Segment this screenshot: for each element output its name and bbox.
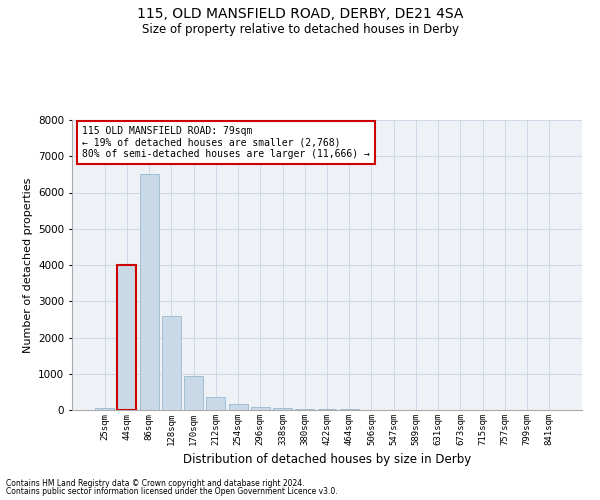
Y-axis label: Number of detached properties: Number of detached properties (23, 178, 32, 352)
Text: Contains public sector information licensed under the Open Government Licence v3: Contains public sector information licen… (6, 487, 338, 496)
Text: Contains HM Land Registry data © Crown copyright and database right 2024.: Contains HM Land Registry data © Crown c… (6, 478, 305, 488)
Bar (184, 376, 203, 410)
Bar (206, 396, 225, 410)
Bar (118, 265, 136, 410)
X-axis label: Distribution of detached houses by size in Derby: Distribution of detached houses by size … (183, 454, 471, 466)
Bar (317, 409, 337, 410)
Bar (162, 316, 181, 410)
Text: 115, OLD MANSFIELD ROAD, DERBY, DE21 4SA: 115, OLD MANSFIELD ROAD, DERBY, DE21 4SA (137, 8, 463, 22)
Text: Size of property relative to detached houses in Derby: Size of property relative to detached ho… (142, 22, 458, 36)
Bar (273, 408, 292, 410)
Bar (229, 404, 248, 410)
Bar (295, 408, 314, 410)
Text: 115 OLD MANSFIELD ROAD: 79sqm
← 19% of detached houses are smaller (2,768)
80% o: 115 OLD MANSFIELD ROAD: 79sqm ← 19% of d… (82, 126, 370, 159)
Bar (140, 174, 158, 410)
Bar (251, 406, 270, 410)
Bar (95, 408, 114, 410)
